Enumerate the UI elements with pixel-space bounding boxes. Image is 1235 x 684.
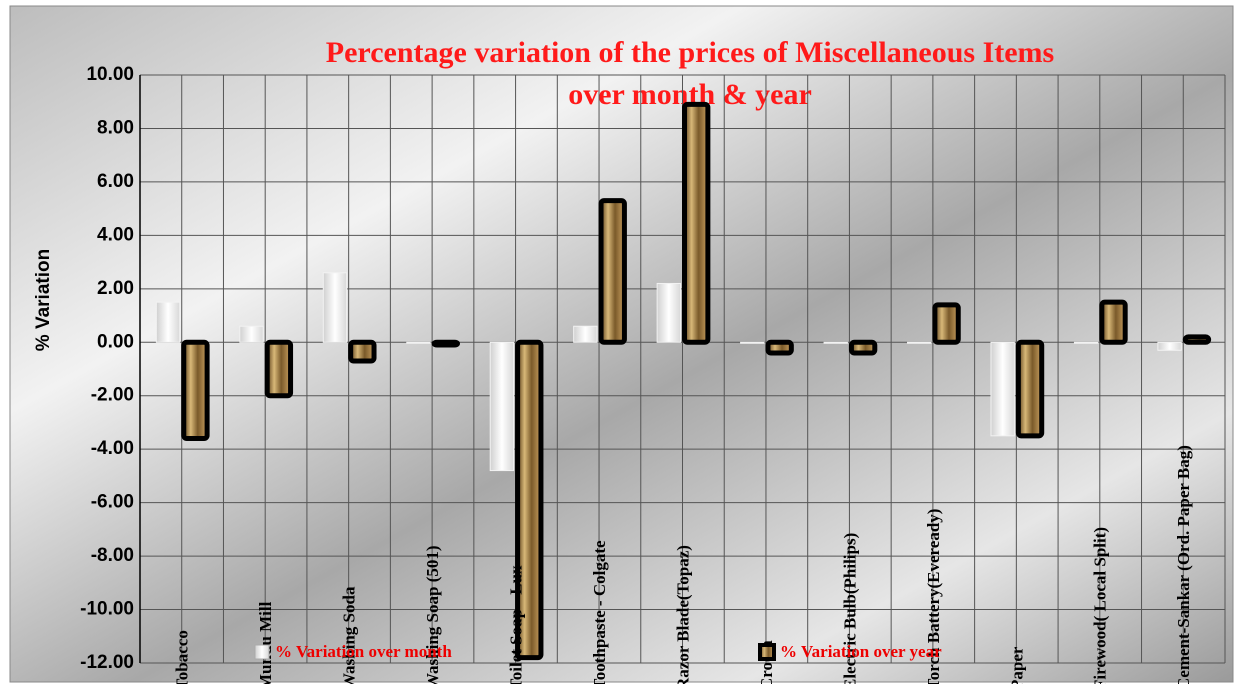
bar	[765, 339, 794, 356]
x-tick-label: Paper	[1007, 646, 1026, 684]
bar	[406, 341, 431, 344]
x-tick-label: Toilet Soap - Lux	[506, 565, 525, 684]
bar	[515, 339, 544, 661]
bar	[264, 339, 294, 399]
bar	[656, 282, 682, 343]
x-tick-label: Razor Blade(Topaz)	[673, 545, 692, 684]
bar	[431, 339, 460, 348]
y-tick-label: 4.00	[97, 224, 134, 245]
bar	[740, 341, 765, 344]
bar	[322, 272, 348, 343]
bar	[1182, 334, 1212, 345]
bar	[932, 302, 961, 345]
legend-swatch	[254, 644, 270, 660]
x-tick-label: Firewood( Local Split)	[1091, 527, 1110, 684]
x-tick-label: Electric Bulb(Philips)	[840, 533, 859, 684]
x-tick-label: Tobacco	[173, 630, 192, 684]
y-tick-label: -8.00	[91, 545, 134, 566]
y-tick-label: 10.00	[86, 64, 134, 85]
bar	[823, 341, 848, 344]
bar	[682, 101, 711, 345]
legend-label: % Variation over year	[780, 642, 942, 661]
y-tick-label: -12.00	[80, 652, 134, 673]
y-tick-label: -2.00	[91, 385, 134, 406]
bar	[239, 325, 264, 343]
x-tick-label: Washing Soda	[340, 586, 359, 684]
bar	[1015, 339, 1045, 439]
y-tick-label: -4.00	[91, 438, 134, 459]
y-tick-label: 2.00	[97, 278, 134, 299]
bar	[573, 325, 598, 343]
y-tick-label: 8.00	[97, 117, 134, 138]
bar	[990, 341, 1015, 437]
y-tick-label: 0.00	[97, 331, 134, 352]
y-tick-label: -6.00	[91, 492, 134, 513]
bar	[489, 341, 515, 472]
y-axis-title: % Variation	[33, 249, 54, 351]
chart-title: Percentage variation of the prices of Mi…	[326, 36, 1054, 69]
bar	[181, 339, 210, 441]
bar	[598, 198, 627, 345]
x-tick-label: Washing Soap (501)	[423, 545, 442, 684]
bar	[348, 339, 377, 364]
x-tick-label: Cement-Sankar (Ord. Paper Bag)	[1174, 445, 1193, 684]
bar	[1099, 299, 1128, 345]
legend-label: % Variation over month	[275, 642, 452, 661]
y-tick-label: -10.00	[80, 599, 134, 620]
x-tick-label: Torch Battery(Eveready)	[924, 509, 943, 684]
y-tick-label: 6.00	[97, 171, 134, 192]
x-tick-label: Mundu Mill	[256, 601, 275, 684]
bar	[1073, 341, 1099, 344]
legend-swatch	[758, 643, 776, 661]
bar	[848, 339, 878, 356]
bar	[1157, 341, 1182, 351]
x-tick-label: Toothpaste - Colgate	[590, 540, 609, 684]
bar	[155, 301, 181, 343]
bar	[907, 341, 932, 344]
